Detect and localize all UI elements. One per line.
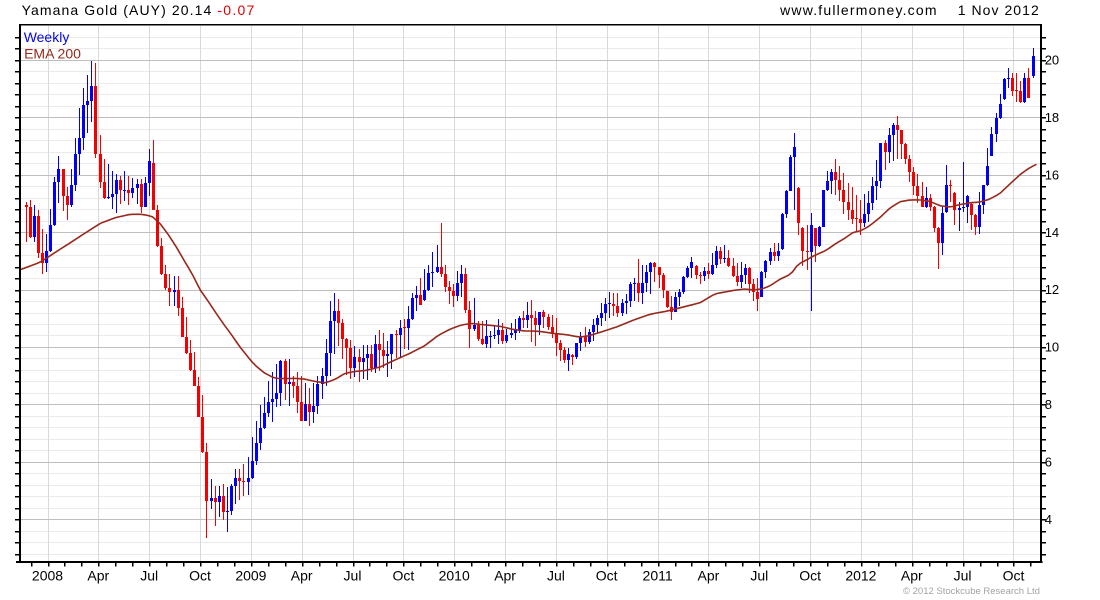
svg-text:Apr: Apr [901, 567, 923, 583]
svg-text:Oct: Oct [799, 567, 821, 583]
svg-text:Jul: Jul [344, 567, 362, 583]
svg-text:Oct: Oct [189, 567, 211, 583]
svg-text:10: 10 [1045, 340, 1059, 355]
svg-text:Weekly: Weekly [24, 29, 70, 45]
svg-text:Oct: Oct [596, 567, 618, 583]
svg-text:Jul: Jul [547, 567, 565, 583]
svg-text:14: 14 [1045, 225, 1059, 240]
svg-text:Jul: Jul [954, 567, 972, 583]
svg-text:Oct: Oct [393, 567, 415, 583]
svg-text:1 Nov 2012: 1 Nov 2012 [958, 2, 1040, 18]
svg-text:16: 16 [1045, 167, 1059, 182]
svg-text:Apr: Apr [87, 567, 109, 583]
svg-text:18: 18 [1045, 110, 1059, 125]
svg-text:6: 6 [1045, 455, 1052, 470]
svg-text:2010: 2010 [439, 567, 470, 583]
svg-text:20: 20 [1045, 53, 1059, 68]
svg-text:Jul: Jul [750, 567, 768, 583]
svg-text:Yamana Gold (AUY) 20.14 -0.07: Yamana Gold (AUY) 20.14 -0.07 [22, 2, 256, 18]
svg-text:www.fullermoney.com: www.fullermoney.com [779, 2, 938, 18]
svg-text:2008: 2008 [32, 567, 63, 583]
svg-text:2012: 2012 [845, 567, 876, 583]
svg-text:Apr: Apr [291, 567, 313, 583]
svg-text:Oct: Oct [1003, 567, 1025, 583]
svg-text:Jul: Jul [140, 567, 158, 583]
svg-text:EMA 200: EMA 200 [24, 46, 81, 62]
svg-text:2009: 2009 [235, 567, 266, 583]
svg-text:Apr: Apr [494, 567, 516, 583]
svg-text:12: 12 [1045, 282, 1059, 297]
svg-text:8: 8 [1045, 397, 1052, 412]
svg-text:4: 4 [1045, 512, 1052, 527]
svg-text:Apr: Apr [698, 567, 720, 583]
svg-text:© 2012 Stockcube Research Ltd: © 2012 Stockcube Research Ltd [903, 586, 1040, 597]
svg-text:2011: 2011 [643, 567, 673, 583]
